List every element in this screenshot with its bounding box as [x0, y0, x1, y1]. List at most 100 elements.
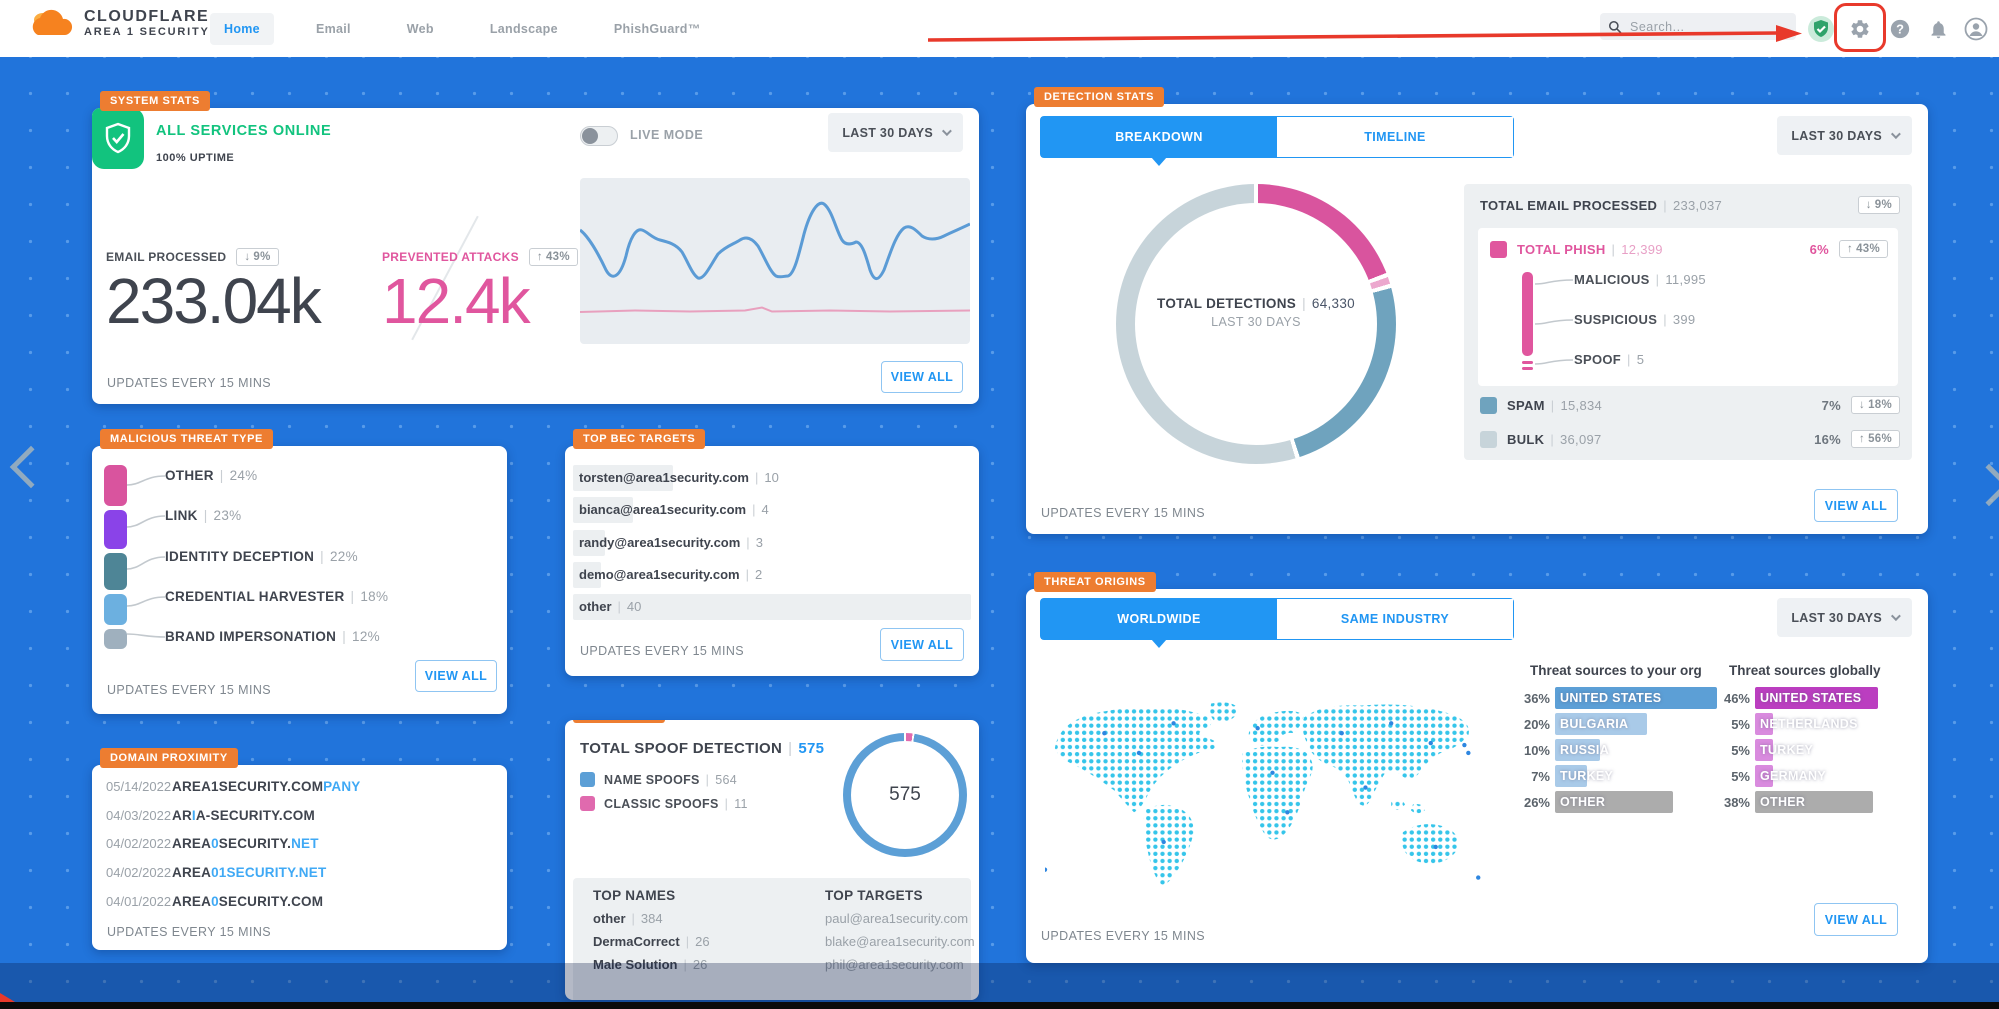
bec-bar	[573, 530, 605, 556]
country-bar: NETHERLANDS	[1755, 713, 1857, 735]
system-view-all-button[interactable]: VIEW ALL	[881, 361, 963, 393]
domain-row[interactable]: 04/02/2022 AREA01SECURITY.NET	[106, 865, 327, 880]
detection-period-dropdown[interactable]: LAST 30 DAYS	[1777, 116, 1912, 155]
tab-worldwide[interactable]: WORLDWIDE	[1041, 599, 1277, 648]
bulk-row: BULK36,097 16% ↑56%	[1480, 430, 1900, 448]
bec-row[interactable]: randy@area1security.com3	[573, 530, 971, 556]
email-delta-badge: ↓ 9%	[1857, 196, 1900, 214]
account-button[interactable]	[1961, 14, 1991, 44]
country-bar: OTHER	[1555, 791, 1674, 813]
donut-center-value: 575	[889, 784, 921, 805]
updates-text: UPDATES EVERY 15 MINS	[580, 644, 745, 658]
nav-item-email[interactable]: Email	[315, 21, 351, 36]
search-input[interactable]	[1628, 18, 1778, 35]
tab-breakdown[interactable]: BREAKDOWN	[1041, 117, 1277, 166]
global-bar-row: 5% TURKEY	[1714, 739, 1878, 761]
prevented-delta-badge: ↑ 43%	[528, 248, 578, 266]
nav-item-phishguard[interactable]: PhishGuard™	[613, 21, 701, 36]
global-sources-header: Threat sources globally	[1729, 663, 1881, 678]
bulk-delta-badge: ↑ 56%	[1851, 430, 1900, 448]
world-map	[1045, 690, 1500, 900]
sparkline-chart	[580, 201, 970, 313]
settings-button[interactable]	[1845, 14, 1875, 44]
malicious-threat-tag: MALICIOUS THREAT TYPE	[100, 429, 273, 449]
tab-same-industry[interactable]: SAME INDUSTRY	[1277, 599, 1513, 639]
up-arrow-icon: ↑	[1859, 433, 1866, 445]
total-spoof-title: TOTAL SPOOF DETECTION575	[580, 740, 824, 757]
dotted-world-map	[1045, 702, 1481, 885]
notifications-button[interactable]	[1923, 14, 1953, 44]
segment-brand-impersonation	[104, 628, 127, 650]
bec-row[interactable]: demo@area1security.com2	[573, 562, 971, 588]
search-box[interactable]	[1600, 13, 1796, 40]
threat-origins-card: THREAT ORIGINS WORLDWIDE SAME INDUSTRY L…	[1026, 572, 1928, 963]
country-bar: TURKEY	[1555, 765, 1613, 787]
nav-item-landscape[interactable]: Landscape	[489, 21, 558, 36]
nav-item-home[interactable]: Home	[210, 12, 274, 45]
global-bar-row: 5% NETHERLANDS	[1714, 713, 1878, 735]
nav-item-web[interactable]: Web	[406, 21, 434, 36]
bec-row[interactable]: bianca@area1security.com4	[573, 497, 971, 523]
country-bar: RUSSIA	[1555, 739, 1609, 761]
org-spoof-tag: ORG SPOOF	[573, 720, 666, 723]
chevron-down-icon	[1890, 129, 1901, 140]
top-name-row: other384	[593, 911, 663, 926]
bec-bar	[573, 562, 601, 588]
origins-view-all-button[interactable]: VIEW ALL	[1814, 903, 1898, 936]
org-bar-row: 36% UNITED STATES	[1514, 687, 1717, 709]
chevron-down-icon	[1890, 611, 1901, 622]
domain-proximity-tag: DOMAIN PROXIMITY	[100, 748, 238, 768]
domain-row[interactable]: 05/14/2022 AREA1SECURITY.COMPANY	[106, 779, 361, 794]
tree-connector-lines	[1535, 279, 1574, 365]
total-email-processed-row: TOTAL EMAIL PROCESSED233,037 ↓9%	[1480, 196, 1900, 214]
top-bec-targets-card: TOP BEC TARGETS torsten@area1security.co…	[565, 429, 979, 676]
detection-detail-panel: TOTAL EMAIL PROCESSED233,037 ↓9% TOTAL P…	[1464, 184, 1912, 460]
segment-identity-deception	[104, 552, 127, 591]
search-icon	[1608, 20, 1622, 33]
spoof-detail-panel: TOP NAMES TOP TARGETS other384 DermaCorr…	[573, 878, 975, 1000]
svg-text:?: ?	[1896, 22, 1904, 37]
bec-row[interactable]: torsten@area1security.com10	[573, 465, 971, 491]
domain-row[interactable]: 04/03/2022 ARIA-SECURITY.COM	[106, 808, 315, 823]
origins-period-dropdown[interactable]: LAST 30 DAYS	[1777, 598, 1912, 637]
bec-bar	[573, 497, 633, 523]
red-annotation-corner	[0, 993, 15, 1002]
detection-view-all-button[interactable]: VIEW ALL	[1814, 489, 1898, 522]
domain-row[interactable]: 04/02/2022 AREA0SECURITY.NET	[106, 836, 319, 851]
bec-tag: TOP BEC TARGETS	[573, 429, 706, 449]
help-button[interactable]: ?	[1885, 14, 1915, 44]
legend-item: CREDENTIAL HARVESTER18%	[165, 589, 388, 604]
cloudflare-logo[interactable]: CLOUDFLARE AREA 1 SECURITY	[30, 6, 210, 40]
org-bar-row: 20% BULGARIA	[1514, 713, 1717, 735]
phish-pct: 6%	[1809, 241, 1830, 257]
system-stats-tag: SYSTEM STATS	[100, 91, 210, 111]
protection-status-badge[interactable]	[1806, 14, 1836, 44]
country-bar: UNITED STATES	[1755, 687, 1878, 709]
legend-classic-spoofs: CLASSIC SPOOFS11	[580, 796, 748, 811]
total-phish-row: TOTAL PHISH12,399 6% ↑43%	[1490, 240, 1888, 258]
bec-row[interactable]: other40	[573, 594, 971, 620]
system-period-dropdown[interactable]: LAST 30 DAYS	[828, 113, 963, 152]
global-bar-row: 38% OTHER	[1714, 791, 1878, 813]
tab-timeline[interactable]: TIMELINE	[1277, 117, 1513, 157]
prevented-attacks-row: PREVENTED ATTACKS ↑ 43%	[382, 248, 578, 266]
global-bar-row: 5% GERMANY	[1714, 765, 1878, 787]
domain-proximity-card: DOMAIN PROXIMITY 05/14/2022 AREA1SECURIT…	[92, 748, 507, 950]
detection-stats-tag: DETECTION STATS	[1034, 87, 1165, 107]
period-value: LAST 30 DAYS	[842, 125, 933, 140]
bec-view-all-button[interactable]: VIEW ALL	[880, 628, 964, 661]
legend-item: IDENTITY DECEPTION22%	[165, 549, 358, 564]
gear-icon	[1851, 20, 1869, 38]
top-target-row: phil@area1security.com	[825, 957, 964, 972]
domain-row[interactable]: 04/01/2022 AREA0SECURITY.COM	[106, 894, 324, 909]
uptime-text: 100% UPTIME	[156, 152, 235, 164]
live-mode-toggle[interactable]	[580, 126, 618, 146]
phish-swatch	[1490, 240, 1507, 258]
phish-dash	[1522, 367, 1533, 370]
malicious-view-all-button[interactable]: VIEW ALL	[415, 660, 497, 692]
shield-check-icon	[1808, 16, 1834, 42]
email-processed-value: 233.04k	[106, 265, 322, 337]
total-phish-box: TOTAL PHISH12,399 6% ↑43% MALICIOUS11,99…	[1478, 228, 1898, 386]
chevron-down-icon	[941, 126, 952, 137]
